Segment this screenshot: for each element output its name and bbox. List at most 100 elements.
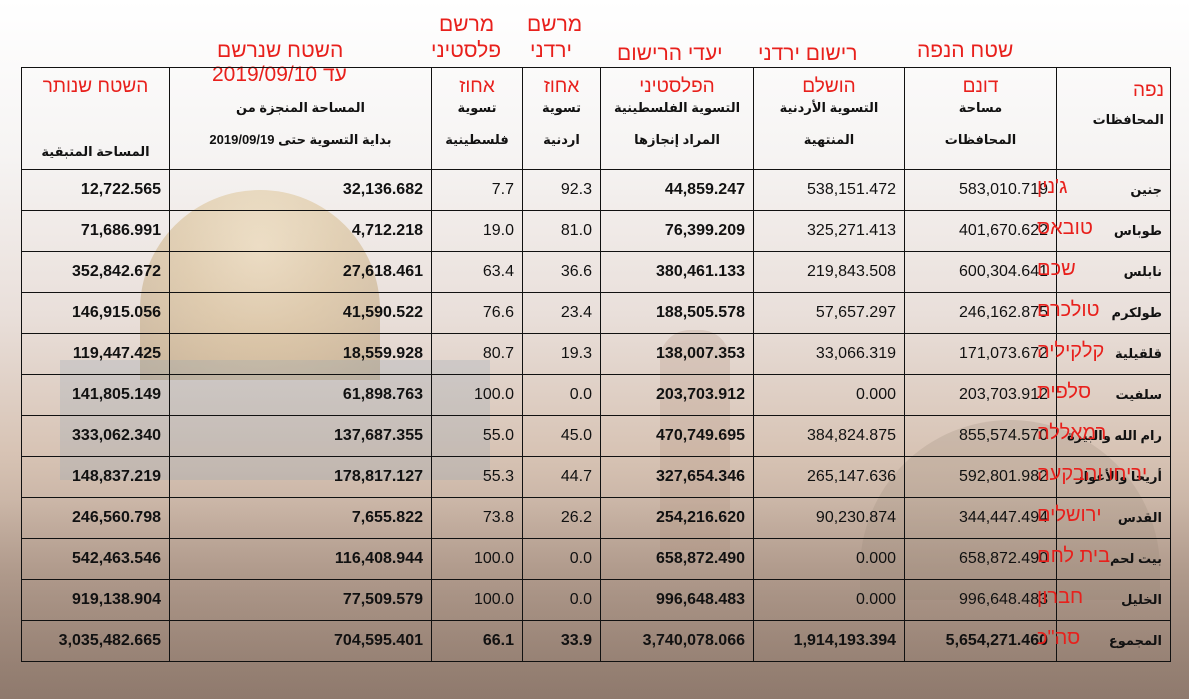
cell-done: 61,898.763: [169, 374, 432, 416]
header-area: דונם مساحة المحافظات: [904, 67, 1057, 170]
cell-remaining: 71,686.991: [21, 210, 170, 252]
cell-jor-pct: 92.3: [522, 169, 601, 211]
cell-governorate: ג'נין جنين: [1037, 169, 1171, 211]
governorate-arabic: سلفيت: [1115, 387, 1162, 402]
cell-governorate: סה"כ المجموع: [1037, 620, 1171, 662]
annotation-pal-reg-1: מרשם: [439, 13, 495, 36]
cell-target: 996,648.483: [600, 579, 754, 621]
cell-pal-pct: 100.0: [431, 579, 523, 621]
governorate-arabic: رام الله والبيرة: [1066, 428, 1162, 443]
header-governorate: נפה المحافظات: [1056, 67, 1171, 170]
cell-governorate: רמאללה رام الله والبيرة: [1037, 415, 1171, 457]
cell-done: 32,136.682: [169, 169, 432, 211]
cell-pal-pct: 66.1: [431, 620, 523, 662]
header-jor-pct: אחוז تسوية اردنية: [522, 67, 601, 170]
cell-jordan-complete: 57,657.297: [753, 292, 905, 334]
total-row: 3,035,482.665 704,595.401 66.1 33.9 3,740,07…: [21, 620, 1171, 662]
cell-jor-pct: 33.9: [522, 620, 601, 662]
cell-jordan-complete: 90,230.874: [753, 497, 905, 539]
table-row: 141,805.149 61,898.763 100.0 0.0 203,703.912…: [21, 374, 1171, 416]
cell-jordan-complete: 0.000: [753, 579, 905, 621]
cell-remaining: 3,035,482.665: [21, 620, 170, 662]
cell-governorate: ירושלים القدس: [1037, 497, 1171, 539]
table-row: 146,915.056 41,590.522 76.6 23.4 188,505.578…: [21, 292, 1171, 334]
header-jordan-complete: הושלם التسوية الأردنية المنتهية: [753, 67, 905, 170]
cell-target: 254,216.620: [600, 497, 754, 539]
governorate-hebrew: ירושלים: [1037, 504, 1102, 526]
table-row: 919,138.904 77,509.579 100.0 0.0 996,648.483…: [21, 579, 1171, 621]
governorate-hebrew: ג'נין: [1037, 176, 1068, 198]
cell-governorate: חברון الخليل: [1037, 579, 1171, 621]
cell-jordan-complete: 384,824.875: [753, 415, 905, 457]
cell-jor-pct: 0.0: [522, 579, 601, 621]
cell-done: 178,817.127: [169, 456, 432, 498]
cell-jor-pct: 36.6: [522, 251, 601, 293]
cell-jor-pct: 45.0: [522, 415, 601, 457]
cell-jordan-complete: 265,147.636: [753, 456, 905, 498]
cell-pal-pct: 19.0: [431, 210, 523, 252]
header-target: הפלסטיני التسوية الفلسطينية المراد إنجاز…: [600, 67, 754, 170]
annotation-targets: יעדי הרישום: [617, 42, 723, 65]
cell-jor-pct: 26.2: [522, 497, 601, 539]
cell-done: 27,618.461: [169, 251, 432, 293]
cell-jordan-complete: 0.000: [753, 374, 905, 416]
cell-jor-pct: 81.0: [522, 210, 601, 252]
cell-area: 583,010.719: [904, 169, 1057, 211]
governorate-arabic: طوباس: [1113, 223, 1162, 238]
cell-done: 704,595.401: [169, 620, 432, 662]
cell-done: 77,509.579: [169, 579, 432, 621]
cell-remaining: 12,722.565: [21, 169, 170, 211]
cell-jordan-complete: 33,066.319: [753, 333, 905, 375]
cell-governorate: בית לחם بيت لحم: [1037, 538, 1171, 580]
governorate-hebrew: טולכרם: [1037, 299, 1100, 321]
cell-governorate: יריחו והבקעה أريحا والأغوار: [1037, 456, 1171, 498]
table-row: 119,447.425 18,559.928 80.7 19.3 138,007.353…: [21, 333, 1171, 375]
governorate-hebrew: בית לחם: [1037, 545, 1111, 567]
cell-area: 5,654,271.460: [904, 620, 1057, 662]
table-row: 246,560.798 7,655.822 73.8 26.2 254,216.620 9…: [21, 497, 1171, 539]
cell-governorate: שכם نابلس: [1037, 251, 1171, 293]
cell-target: 380,461.133: [600, 251, 754, 293]
cell-jordan-complete: 538,151.472: [753, 169, 905, 211]
cell-jor-pct: 0.0: [522, 538, 601, 580]
governorate-hebrew: רמאללה: [1037, 422, 1107, 444]
cell-remaining: 542,463.546: [21, 538, 170, 580]
annotation-jor-reg-1: מרשם: [527, 13, 583, 36]
cell-done: 7,655.822: [169, 497, 432, 539]
table-row: 71,686.991 4,712.218 19.0 81.0 76,399.209 325…: [21, 210, 1171, 252]
land-registration-table: השטח שנותר المساحة المتبقية المساحة المن…: [21, 67, 1171, 662]
cell-area: 203,703.912: [904, 374, 1057, 416]
cell-area: 855,574.570: [904, 415, 1057, 457]
header-remaining-he: השטח שנותר: [42, 76, 149, 97]
cell-pal-pct: 80.7: [431, 333, 523, 375]
cell-done: 18,559.928: [169, 333, 432, 375]
cell-pal-pct: 73.8: [431, 497, 523, 539]
annotation-registered: השטח שנרשם: [217, 39, 344, 62]
cell-remaining: 141,805.149: [21, 374, 170, 416]
cell-pal-pct: 55.0: [431, 415, 523, 457]
cell-area: 658,872.490: [904, 538, 1057, 580]
cell-target: 44,859.247: [600, 169, 754, 211]
cell-remaining: 333,062.340: [21, 415, 170, 457]
cell-jordan-complete: 1,914,193.394: [753, 620, 905, 662]
cell-done: 4,712.218: [169, 210, 432, 252]
governorate-hebrew: חברון: [1037, 586, 1084, 608]
cell-governorate: קלקיליה قلقيلية: [1037, 333, 1171, 375]
governorate-hebrew: סלפית: [1037, 381, 1092, 403]
cell-jor-pct: 0.0: [522, 374, 601, 416]
cell-done: 137,687.355: [169, 415, 432, 457]
cell-remaining: 246,560.798: [21, 497, 170, 539]
governorate-hebrew: קלקיליה: [1037, 340, 1105, 362]
cell-jor-pct: 44.7: [522, 456, 601, 498]
governorate-arabic: جنين: [1130, 182, 1162, 197]
cell-area: 171,073.672: [904, 333, 1057, 375]
cell-jordan-complete: 219,843.508: [753, 251, 905, 293]
governorate-arabic: قلقيلية: [1115, 346, 1162, 361]
cell-jor-pct: 23.4: [522, 292, 601, 334]
cell-pal-pct: 55.3: [431, 456, 523, 498]
cell-target: 658,872.490: [600, 538, 754, 580]
governorate-hebrew: שכם: [1037, 258, 1076, 280]
cell-target: 76,399.209: [600, 210, 754, 252]
cell-pal-pct: 7.7: [431, 169, 523, 211]
cell-jor-pct: 19.3: [522, 333, 601, 375]
